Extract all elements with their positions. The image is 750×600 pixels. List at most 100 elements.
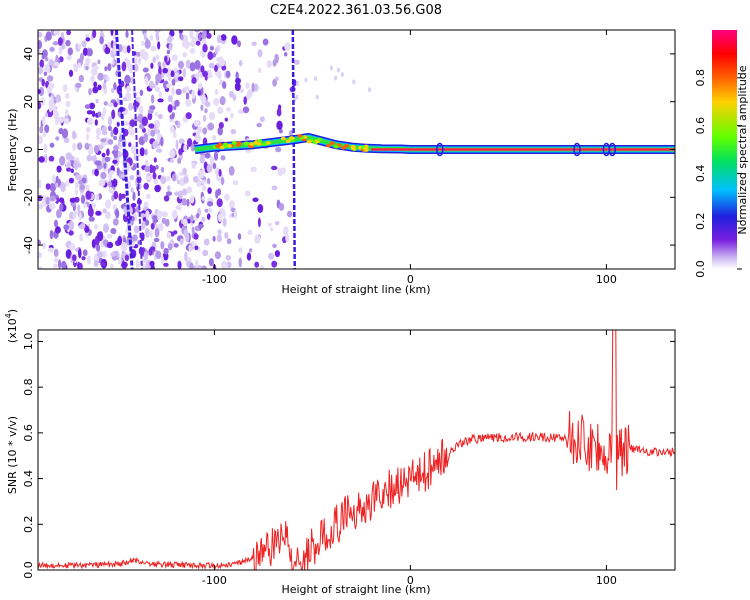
x-tick-label: -100 xyxy=(202,574,227,587)
noise-speckle xyxy=(162,67,168,74)
noise-speckle xyxy=(149,260,155,267)
noise-speckle xyxy=(46,75,54,82)
noise-speckle xyxy=(82,47,88,56)
noise-speckle xyxy=(336,67,340,73)
spectrogram-panel: -100 0 100 -40 -20 0 20 40 Height of straight l… xyxy=(6,29,676,296)
noise-speckle xyxy=(166,49,171,55)
noise-speckle xyxy=(57,37,63,46)
noise-speckle xyxy=(112,218,119,226)
noise-speckle xyxy=(178,60,184,69)
tone-blob xyxy=(326,143,332,148)
noise-speckle xyxy=(218,169,222,177)
noise-speckle xyxy=(185,41,192,47)
noise-speckle xyxy=(95,127,102,136)
noise-speckle xyxy=(139,89,144,97)
noise-speckle xyxy=(149,105,156,111)
noise-speckle xyxy=(148,123,155,129)
noise-speckle xyxy=(61,128,69,139)
noise-speckle xyxy=(171,86,175,96)
noise-speckle xyxy=(284,52,288,57)
noise-speckle xyxy=(168,243,173,251)
noise-speckle xyxy=(54,226,61,234)
noise-speckle xyxy=(100,171,107,180)
noise-speckle xyxy=(169,30,175,37)
noise-speckle xyxy=(242,106,250,114)
noise-speckle xyxy=(113,145,119,151)
noise-speckle xyxy=(90,75,95,83)
noise-speckle xyxy=(79,52,84,62)
noise-speckle xyxy=(204,101,211,108)
x-tick-label: 100 xyxy=(596,574,617,587)
tone-blob xyxy=(329,141,335,145)
noise-speckle xyxy=(143,182,149,190)
noise-speckle xyxy=(239,88,245,93)
noise-speckle xyxy=(183,144,188,153)
noise-speckle xyxy=(97,59,101,65)
noise-speckle xyxy=(113,148,119,159)
tone-blob xyxy=(231,141,237,145)
noise-speckle xyxy=(213,97,220,107)
noise-speckle xyxy=(196,213,200,219)
noise-speckle xyxy=(158,91,163,98)
noise-speckle xyxy=(167,104,173,113)
noise-speckle xyxy=(203,238,210,246)
noise-speckle xyxy=(224,117,228,122)
noise-speckle xyxy=(60,32,65,39)
noise-speckle xyxy=(285,233,290,243)
noise-speckle xyxy=(188,244,192,252)
noise-speckle xyxy=(216,34,222,44)
noise-speckle xyxy=(189,262,194,269)
noise-speckle xyxy=(110,228,117,235)
noise-speckle xyxy=(147,112,153,121)
noise-speckle xyxy=(69,197,76,203)
noise-speckle xyxy=(105,211,111,220)
snr-background xyxy=(38,330,675,570)
noise-speckle xyxy=(68,220,75,231)
noise-speckle xyxy=(38,266,43,269)
noise-speckle xyxy=(181,198,188,206)
noise-speckle xyxy=(257,204,264,213)
noise-speckle xyxy=(54,219,58,228)
noise-speckle xyxy=(43,143,48,154)
noise-speckle xyxy=(75,82,82,89)
noise-speckle xyxy=(195,72,200,81)
noise-speckle xyxy=(153,178,159,185)
noise-speckle xyxy=(204,108,208,114)
noise-speckle xyxy=(108,116,112,126)
noise-speckle xyxy=(192,176,199,183)
noise-speckle xyxy=(96,231,104,242)
noise-speckle xyxy=(190,214,194,224)
noise-speckle xyxy=(214,64,218,72)
noise-speckle xyxy=(221,260,228,269)
noise-speckle xyxy=(108,186,113,194)
noise-speckle xyxy=(156,210,163,220)
noise-speckle xyxy=(124,74,131,85)
noise-speckle xyxy=(80,222,86,230)
noise-speckle xyxy=(126,45,131,54)
noise-speckle xyxy=(235,77,241,84)
noise-speckle xyxy=(126,94,131,101)
noise-speckle xyxy=(216,234,222,243)
noise-speckle xyxy=(59,203,64,211)
noise-speckle xyxy=(197,169,205,179)
noise-speckle xyxy=(180,34,184,41)
noise-speckle xyxy=(103,223,109,233)
noise-speckle xyxy=(151,165,156,173)
noise-speckle xyxy=(53,110,60,120)
noise-speckle xyxy=(238,257,242,268)
noise-speckle xyxy=(278,202,285,211)
noise-speckle xyxy=(133,55,138,65)
noise-speckle xyxy=(113,126,119,136)
noise-speckle xyxy=(228,166,235,176)
noise-speckle xyxy=(143,133,149,143)
noise-speckle xyxy=(186,198,190,207)
noise-speckle xyxy=(86,133,89,141)
noise-speckle xyxy=(150,45,157,52)
noise-speckle xyxy=(167,185,171,192)
noise-speckle xyxy=(154,227,160,238)
noise-speckle xyxy=(207,122,215,131)
noise-speckle xyxy=(271,260,278,268)
tone-blob xyxy=(341,146,346,150)
noise-speckle xyxy=(136,51,141,57)
noise-speckle xyxy=(295,81,300,87)
